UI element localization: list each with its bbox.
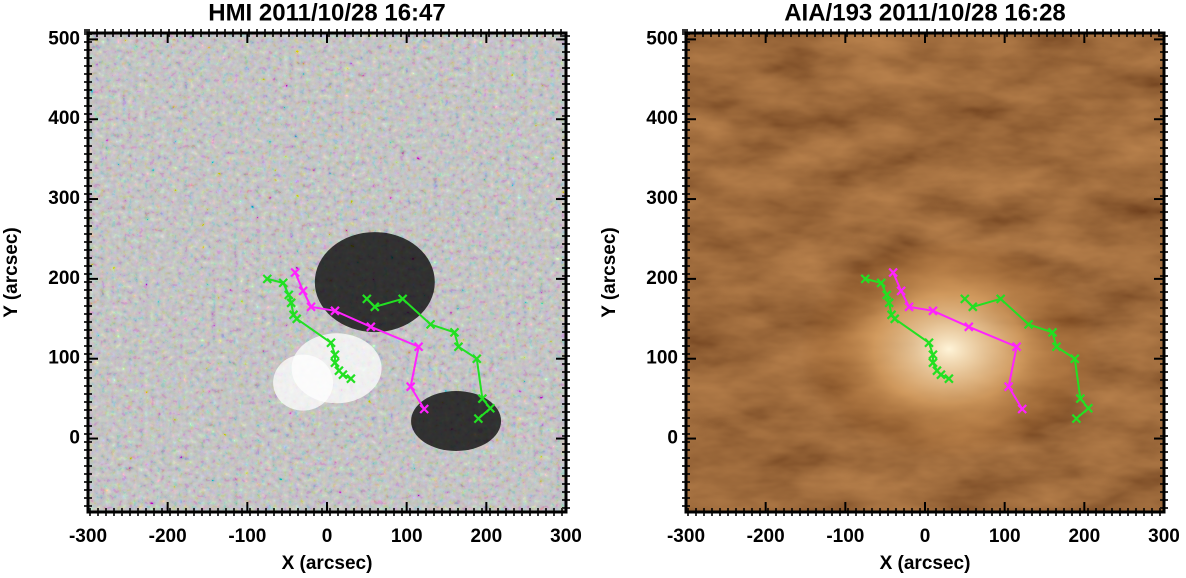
x-axis-label: X (arcsec) (880, 553, 971, 574)
y-tick-label: 200 (646, 268, 678, 289)
y-tick-label: 300 (646, 188, 678, 209)
trace-marker (283, 290, 294, 300)
trace-marker (881, 290, 892, 300)
trace-marker (924, 337, 934, 348)
x-tick-label: -100 (826, 526, 864, 547)
trace-marker (306, 302, 316, 312)
y-tick-label: 100 (646, 348, 678, 369)
trace-marker (928, 357, 938, 368)
trace-marker (888, 267, 898, 278)
trace-marker (278, 278, 288, 288)
chart-title: HMI 2011/10/28 16:47 (208, 0, 446, 26)
trace-marker (286, 298, 296, 308)
trace-marker (928, 306, 938, 316)
trace-marker (262, 274, 273, 284)
x-tick-label: 200 (470, 526, 502, 547)
trace-marker (330, 306, 340, 316)
x-tick-label: 0 (920, 526, 931, 547)
trace-marker (896, 286, 906, 296)
plot-frame (684, 31, 1166, 514)
trace-marker (904, 302, 914, 312)
trace-marker (1071, 413, 1082, 424)
y-tick-label: 400 (646, 108, 678, 129)
plot-frame (86, 31, 568, 514)
y-tick-label: 500 (48, 28, 80, 49)
y-axis-label: Y (arcsec) (1, 227, 22, 318)
x-tick-label: 200 (1068, 526, 1100, 547)
trace-marker (291, 314, 302, 324)
trace-marker (362, 294, 372, 304)
magnetic-region (411, 390, 502, 451)
trace-marker (889, 314, 900, 324)
trace-marker (1017, 404, 1027, 414)
trace-marker (860, 274, 871, 284)
y-tick-label: 200 (48, 268, 80, 289)
trace-marker (449, 327, 460, 338)
x-tick-label: 300 (550, 526, 582, 547)
trace-marker (1047, 327, 1058, 338)
trace-marker (338, 369, 348, 380)
trace-marker (1023, 319, 1034, 330)
trace-marker (413, 341, 424, 352)
x-tick-label: -200 (747, 526, 785, 547)
y-tick-label: 400 (48, 108, 80, 129)
x-tick-label: -100 (228, 526, 266, 547)
y-tick-label: 0 (69, 428, 80, 449)
trace-marker (1083, 403, 1094, 413)
trace-marker (397, 294, 408, 304)
y-tick-label: 0 (667, 428, 678, 449)
trace-marker (326, 337, 336, 348)
trace-marker (405, 381, 416, 392)
x-tick-label: 100 (989, 526, 1021, 547)
active-region (798, 239, 1099, 460)
trace-marker (1069, 353, 1080, 364)
trace-marker (298, 286, 308, 296)
trace-marker (471, 353, 482, 364)
trace-marker (346, 373, 356, 384)
trace-marker (960, 294, 970, 304)
y-tick-label: 500 (646, 28, 678, 49)
trace-marker (964, 322, 974, 332)
trace-marker (1011, 341, 1022, 352)
x-tick-label: -200 (149, 526, 187, 547)
x-tick-label: 0 (322, 526, 333, 547)
trace-marker (370, 302, 380, 312)
trace-marker (473, 413, 484, 424)
trace-marker (995, 294, 1006, 304)
x-tick-label: 100 (391, 526, 423, 547)
trace-marker (419, 404, 429, 414)
y-tick-label: 300 (48, 188, 80, 209)
trace-marker (1075, 393, 1086, 404)
trace-line (964, 297, 1090, 420)
trace-marker (453, 341, 464, 352)
trace-marker (944, 373, 954, 384)
x-axis-label: X (arcsec) (282, 553, 373, 574)
trace-marker (1051, 341, 1062, 352)
trace-marker (968, 302, 978, 312)
trace-marker (290, 267, 300, 278)
x-tick-label: 300 (1148, 526, 1180, 547)
trace-marker (936, 369, 946, 380)
chart-title: AIA/193 2011/10/28 16:28 (784, 0, 1066, 26)
trace-marker (485, 403, 496, 413)
trace-marker (425, 319, 436, 330)
trace-marker (330, 357, 340, 368)
y-axis-label: Y (arcsec) (599, 227, 620, 318)
trace-marker (330, 349, 340, 360)
trace-marker (366, 322, 376, 332)
trace-marker (477, 393, 488, 404)
x-tick-label: -300 (667, 526, 705, 547)
trace-marker (928, 349, 938, 360)
y-tick-label: 100 (48, 348, 80, 369)
trace-line (366, 297, 492, 420)
trace-marker (884, 298, 894, 308)
x-tick-label: -300 (69, 526, 107, 547)
magnetic-region (273, 354, 334, 411)
magnetic-region (314, 232, 435, 333)
trace-marker (1003, 381, 1014, 392)
trace-marker (876, 278, 886, 288)
